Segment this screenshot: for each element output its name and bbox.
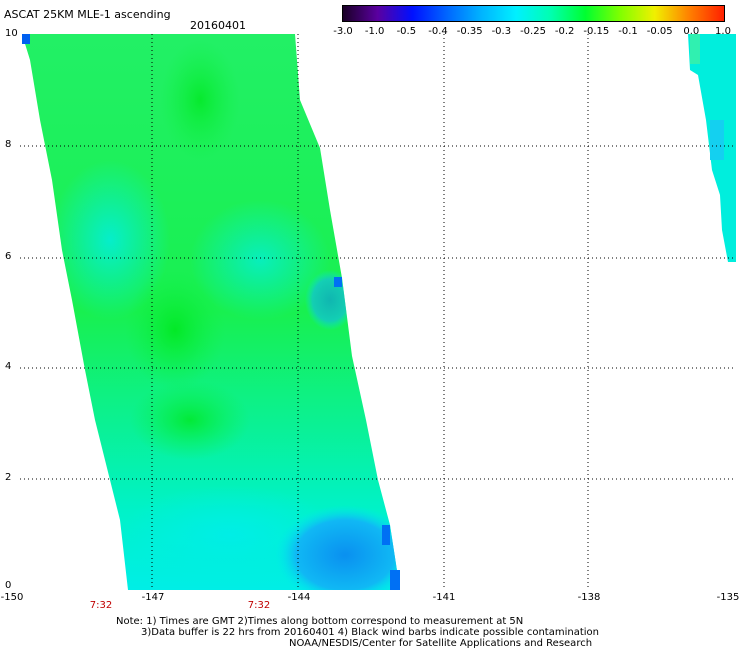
right-swath [688, 34, 736, 262]
colorbar-tick: -0.2 [554, 26, 575, 37]
note-line-3: NOAA/NESDIS/Center for Satellite Applica… [289, 638, 593, 649]
colorbar-tick: -3.0 [333, 26, 353, 37]
time-label: 7:32 [247, 600, 271, 611]
map-date: 20160401 [190, 19, 246, 32]
x-tick-144: -144 [287, 592, 311, 603]
main-swath [22, 34, 400, 590]
colorbar-tick: -0.05 [646, 26, 673, 37]
y-tick-4: 4 [5, 361, 12, 372]
map-title: ASCAT 25KM MLE-1 ascending [4, 8, 171, 21]
note-line-1: Note: 1) Times are GMT 2)Times along bot… [116, 616, 524, 627]
note-line-2: 3)Data buffer is 22 hrs from 20160401 4)… [141, 627, 599, 638]
x-tick-138: -138 [577, 592, 601, 603]
colorbar-tick: -0.4 [428, 26, 448, 37]
x-tick-150: -150 [0, 592, 24, 603]
time-label: 7:32 [89, 600, 113, 611]
colorbar-tick: -0.1 [618, 26, 638, 37]
colorbar [342, 5, 725, 22]
colorbar-tick: -0.5 [396, 26, 417, 37]
y-tick-8: 8 [5, 139, 12, 150]
y-tick-10: 10 [5, 28, 18, 39]
colorbar-tick: 0.0 [683, 26, 700, 37]
colorbar-tick: -0.15 [583, 26, 610, 37]
y-tick-6: 6 [5, 251, 12, 262]
colorbar-tick: -0.35 [456, 26, 483, 37]
colorbar-tick: -0.3 [491, 26, 512, 37]
colorbar-tick: -0.25 [520, 26, 546, 37]
colorbar-tick: 1.0 [715, 26, 731, 37]
grid-lines [20, 34, 736, 590]
colorbar-tick: -1.0 [364, 26, 385, 37]
y-tick-2: 2 [5, 472, 12, 483]
x-tick-147: -147 [141, 592, 165, 603]
y-tick-0: 0 [5, 580, 12, 591]
x-tick-141: -141 [432, 592, 456, 603]
x-tick-135: -135 [716, 592, 740, 603]
